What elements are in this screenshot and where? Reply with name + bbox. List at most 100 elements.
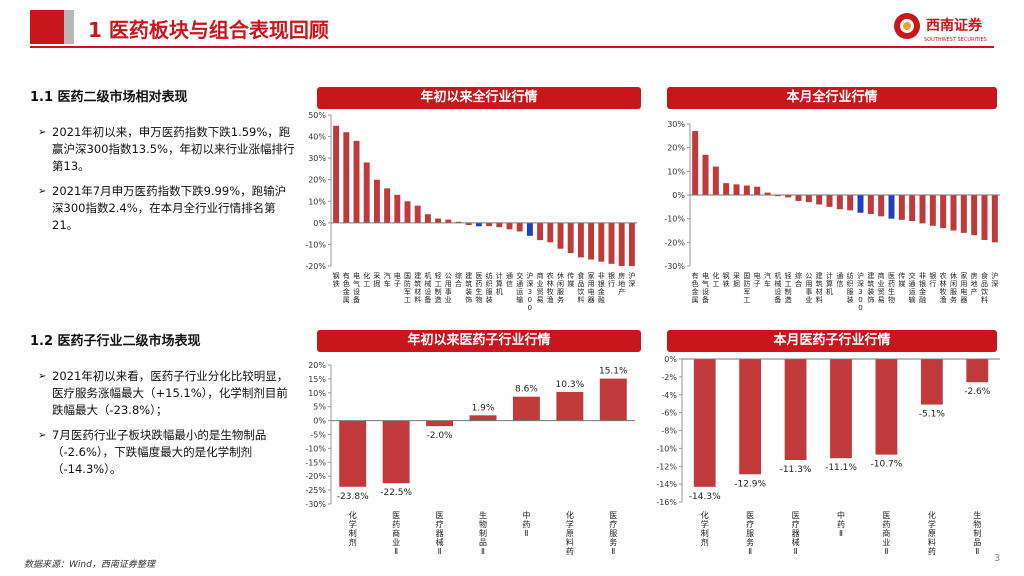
- section2-bullets: 2021年初以来看，医药子行业分化比较明显，医疗服务涨幅最大（+15.1%），化…: [38, 368, 296, 486]
- bar: [445, 219, 452, 223]
- bar: [567, 222, 574, 254]
- x-tick-label: 电气设备: [353, 271, 360, 304]
- title-accent-block: [30, 10, 64, 44]
- chart4-title: 本月医药子行业行情: [667, 330, 997, 352]
- x-tick-label: 中药 Ⅱ: [837, 510, 845, 538]
- y-tick-label: 20%: [308, 361, 326, 370]
- bar: [878, 195, 885, 217]
- x-tick-label: 化工: [712, 271, 719, 288]
- x-tick-label: 公用事业: [805, 272, 812, 304]
- data-label: 10.3%: [556, 380, 585, 390]
- x-tick-label: 医疗服务 Ⅱ: [609, 511, 617, 556]
- x-tick-label: 采掘: [733, 271, 740, 288]
- page-number: 3: [994, 553, 1001, 564]
- x-tick-label: 生物制品 Ⅱ: [479, 510, 487, 556]
- y-tick-label: -10%: [664, 215, 685, 224]
- bar: [628, 222, 635, 266]
- bar: [556, 391, 584, 421]
- data-label: -5.1%: [919, 410, 946, 420]
- bar: [333, 125, 340, 223]
- data-label: -11.1%: [825, 463, 857, 473]
- x-tick-label: 非银金融: [598, 271, 605, 304]
- x-tick-label: 综合: [795, 271, 802, 288]
- bar: [343, 132, 350, 223]
- bar: [692, 131, 699, 195]
- bar: [608, 222, 615, 264]
- x-tick-label: 国防军工: [404, 272, 411, 304]
- y-tick-label: -5%: [310, 431, 326, 440]
- bar: [920, 359, 943, 405]
- bullet-item: 2021年7月申万医药指数下跌9.99%，跑输沪深300指数2.4%，在本月全行…: [38, 183, 296, 234]
- page-title: 1 医药板块与组合表现回顾: [88, 18, 329, 42]
- data-label: 15.1%: [599, 367, 628, 377]
- bar: [826, 195, 833, 207]
- y-tick-label: -10%: [305, 444, 326, 453]
- bar: [435, 218, 442, 223]
- x-tick-label: 轻工制造: [435, 271, 442, 304]
- section2-title: 1.2 医药子行业二级市场表现: [30, 334, 201, 349]
- y-tick-label: -12%: [656, 462, 677, 471]
- data-label: -22.5%: [380, 488, 412, 498]
- bar: [966, 359, 989, 383]
- bar: [739, 359, 762, 475]
- y-tick-label: -20%: [664, 238, 685, 247]
- x-tick-label: 建筑装饰: [867, 271, 874, 304]
- bar: [414, 205, 421, 223]
- x-tick-label: 银行: [929, 271, 936, 288]
- bar: [537, 222, 544, 241]
- x-tick-label: 医药商业 Ⅱ: [882, 511, 890, 556]
- section1-bullets: 2021年初以来，申万医药指数下跌1.59%，跑赢沪深300指数13.5%，年初…: [38, 124, 296, 242]
- x-tick-label: 化学制剂: [701, 510, 709, 547]
- chart1-title: 年初以来全行业行情: [317, 87, 641, 109]
- bar: [496, 222, 503, 228]
- y-tick-label: -30%: [664, 262, 685, 271]
- x-tick-label: 生物制品 Ⅱ: [973, 510, 981, 556]
- header-rule: [30, 46, 994, 48]
- bar: [526, 222, 533, 236]
- x-tick-label: 沪深 3 0 0: [526, 271, 533, 312]
- x-tick-label: 纺织服装: [847, 271, 854, 304]
- y-tick-label: 20%: [667, 144, 685, 153]
- bar: [898, 195, 905, 220]
- bar: [465, 222, 472, 226]
- bullet-item: 2021年初以来看，医药子行业分化比较明显，医疗服务涨幅最大（+15.1%），化…: [38, 368, 296, 419]
- y-tick-label: 0%: [313, 417, 326, 426]
- bullet-item: 2021年初以来，申万医药指数下跌1.59%，跑赢沪深300指数13.5%，年初…: [38, 124, 296, 175]
- bar: [847, 195, 854, 211]
- bar: [339, 420, 367, 487]
- x-tick-label: 医药生物: [475, 272, 482, 304]
- y-tick-label: 0%: [664, 355, 677, 364]
- chart-ytd-all-industries: -20% -10% 0% 10% 20% 30% 40% 50% 钢铁有色金属电气设备化工采掘汽…: [305, 111, 637, 312]
- x-tick-label: 电气设备: [702, 271, 709, 304]
- x-tick-label: 沪深 3 0 0: [857, 271, 864, 312]
- x-tick-label: 计算机: [496, 271, 503, 296]
- bar: [764, 192, 771, 195]
- data-label: -2.0%: [427, 431, 454, 441]
- y-tick-label: 5%: [313, 403, 326, 412]
- x-tick-label: 综合: [455, 271, 462, 288]
- logo-subtext: SOUTHWEST SECURITIES: [924, 37, 987, 43]
- bar: [475, 222, 482, 227]
- bar: [588, 222, 595, 260]
- y-tick-label: -20%: [305, 472, 326, 481]
- x-tick-label: 纺织服装: [486, 271, 493, 304]
- x-tick-label: 电子: [394, 271, 401, 288]
- x-tick-label: 家用电器: [588, 271, 595, 304]
- x-tick-label: 交通运输: [909, 271, 916, 304]
- y-tick-label: -14%: [656, 480, 677, 489]
- y-tick-label: 0%: [672, 191, 685, 200]
- bar: [384, 188, 391, 223]
- x-tick-label: 传媒: [567, 271, 574, 288]
- bar: [712, 166, 719, 195]
- y-tick-label: -6%: [661, 409, 677, 418]
- x-tick-label: 商业贸易: [537, 271, 544, 304]
- x-tick-label: 钢铁: [333, 271, 340, 288]
- x-tick-label: 房地产: [971, 271, 978, 296]
- data-label: -10.7%: [871, 460, 903, 470]
- bar: [598, 222, 605, 262]
- bar: [577, 222, 584, 258]
- logo-text: 西南证券: [926, 17, 983, 34]
- x-tick-label: 休闲服务: [557, 271, 564, 304]
- y-tick-label: 15%: [308, 375, 326, 384]
- chart-month-pharma-subsectors: -16% -14% -12% -10% -8% -6% -4% -2% 0% -14.3% -12.…: [656, 355, 1000, 556]
